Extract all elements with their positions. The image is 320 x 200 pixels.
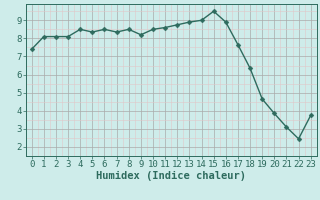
X-axis label: Humidex (Indice chaleur): Humidex (Indice chaleur) — [96, 171, 246, 181]
